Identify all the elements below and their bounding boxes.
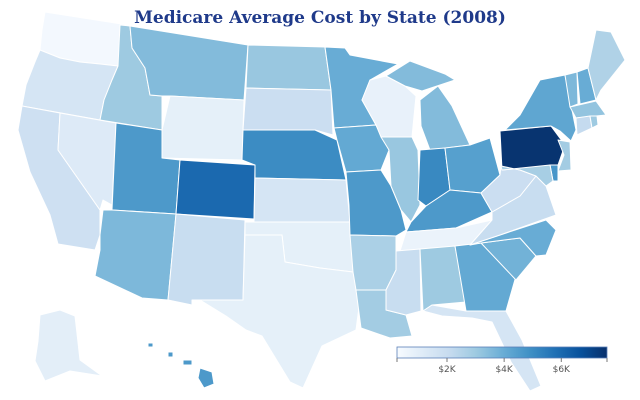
state-nm[interactable] (167, 213, 246, 306)
state-me[interactable] (587, 29, 626, 101)
state-ny[interactable] (504, 74, 577, 142)
state-ak[interactable] (34, 309, 103, 382)
state-az[interactable] (94, 209, 177, 301)
state-fl[interactable] (422, 304, 542, 392)
state-ks[interactable] (253, 177, 351, 223)
legend-tick-label: $4K (495, 365, 513, 375)
state-co[interactable] (175, 159, 256, 220)
legend-colorbar (396, 346, 608, 359)
state-sd[interactable] (242, 87, 334, 136)
state-ar[interactable] (349, 234, 397, 291)
state-al[interactable] (419, 245, 467, 312)
state-pa[interactable] (499, 125, 566, 171)
chart-title: Medicare Average Cost by State (2008) (134, 8, 506, 28)
state-tx[interactable] (199, 234, 361, 389)
state-ne[interactable] (241, 129, 347, 181)
legend-tick-label: $6K (553, 365, 571, 375)
legend-tick-label: $2K (438, 365, 456, 375)
state-ma[interactable] (569, 100, 607, 119)
state-hi[interactable] (147, 342, 215, 389)
states-layer (17, 11, 626, 392)
state-md[interactable] (500, 164, 554, 187)
state-nj[interactable] (557, 139, 572, 172)
state-ct[interactable] (575, 115, 593, 136)
state-nd[interactable] (245, 44, 332, 91)
state-vt[interactable] (564, 71, 579, 108)
color-legend: $2K $4K $6K (396, 346, 608, 375)
state-ri[interactable] (589, 115, 599, 129)
state-wy[interactable] (161, 95, 245, 161)
